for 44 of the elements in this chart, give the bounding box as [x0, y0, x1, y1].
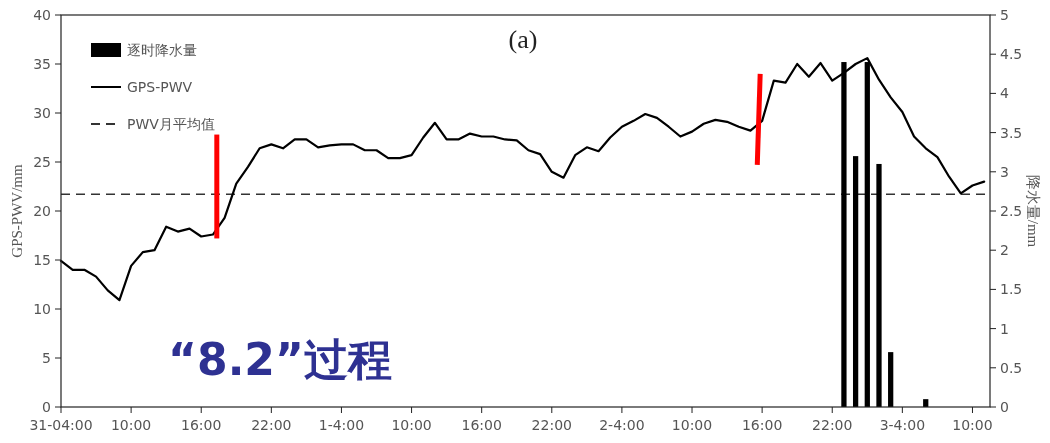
- y-tick-label: 20: [33, 203, 51, 219]
- x-tick-label: 10:00: [671, 417, 713, 433]
- x-tick-label: 16:00: [181, 417, 222, 433]
- y-tick-label: 10: [33, 301, 51, 317]
- x-tick-label: 10:00: [952, 417, 993, 433]
- y-tick-label: 5: [42, 350, 51, 366]
- x-tick-label: 2-4:00: [599, 417, 645, 433]
- bar: [876, 163, 882, 407]
- y-tick-label: 0: [42, 399, 51, 415]
- y2-axis-title: 降水量/mm: [1025, 174, 1041, 248]
- y2-tick-label: 2.5: [1000, 203, 1023, 219]
- y2-tick-label: 1.5: [1000, 281, 1023, 298]
- y-tick-label: 15: [33, 252, 51, 268]
- y2-tick-label: 5: [1000, 7, 1009, 23]
- x-tick-label: 22:00: [531, 417, 572, 433]
- y2-tick-label: 0: [1000, 399, 1009, 415]
- x-tick-label: 10:00: [110, 417, 152, 433]
- y2-tick-label: 3: [1000, 163, 1009, 180]
- y-tick-label: 25: [33, 154, 51, 170]
- y-axis-title: GPS-PWV/mm: [9, 164, 25, 258]
- y2-tick-label: 1: [1000, 320, 1009, 337]
- legend-label: PWV月平均值: [127, 116, 215, 132]
- x-tick-label: 16:00: [741, 417, 783, 433]
- y2-tick-label: 2: [1000, 242, 1009, 259]
- x-tick-label: 3-4:00: [879, 417, 926, 433]
- x-tick-label: 16:00: [461, 417, 502, 433]
- bar: [888, 352, 894, 407]
- y-tick-label: 35: [33, 56, 51, 72]
- x-tick-label: 1-4:00: [318, 417, 365, 433]
- annotation: “8.2”过程: [168, 334, 392, 385]
- y-tick-label: 40: [33, 7, 51, 23]
- y2-tick-label: 0.5: [1000, 359, 1023, 376]
- x-tick-label: 22:00: [812, 417, 853, 433]
- y-tick-label: 30: [33, 105, 51, 121]
- x-tick-label: 22:00: [251, 417, 292, 433]
- bar: [852, 156, 859, 407]
- chart-title: (a): [508, 25, 538, 54]
- legend-label: GPS-PWV: [127, 79, 193, 95]
- y2-tick-label: 4.5: [1000, 46, 1023, 63]
- y2-tick-label: 4: [1000, 85, 1009, 102]
- legend-label: 逐时降水量: [127, 42, 197, 58]
- x-tick-label: 31-04:00: [29, 417, 93, 433]
- x-tick-label: 10:00: [391, 417, 432, 433]
- y2-tick-label: 3.5: [1000, 124, 1023, 141]
